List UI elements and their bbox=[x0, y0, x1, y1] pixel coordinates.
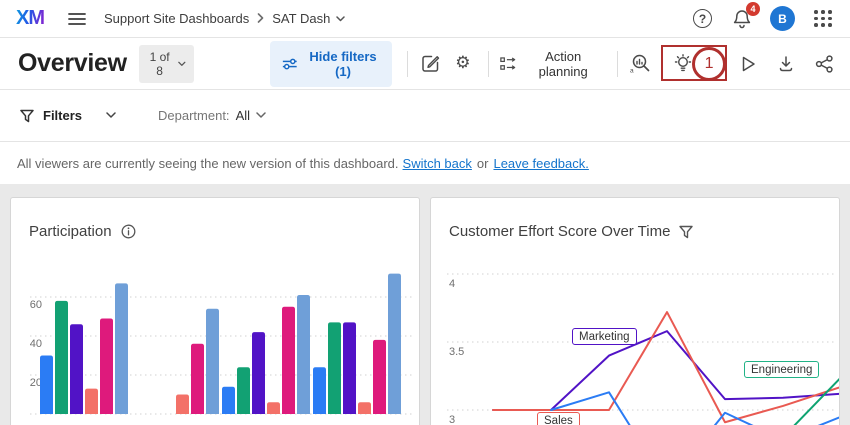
breadcrumb: Support Site Dashboards SAT Dash bbox=[104, 11, 346, 26]
download-button[interactable] bbox=[775, 53, 797, 75]
leave-feedback-link[interactable]: Leave feedback. bbox=[493, 155, 589, 171]
notifications-button[interactable]: 4 bbox=[731, 1, 760, 31]
widget-title: Participation bbox=[29, 223, 112, 240]
gear-icon: ⚙ bbox=[455, 53, 471, 73]
page-indicator-label: 1 of 8 bbox=[149, 49, 170, 78]
funnel-icon bbox=[20, 109, 34, 122]
notice-text: All viewers are currently seeing the new… bbox=[17, 155, 399, 171]
edit-pencil-icon bbox=[422, 55, 440, 72]
widget-title: Customer Effort Score Over Time bbox=[449, 223, 671, 240]
xm-logo[interactable]: XM bbox=[16, 7, 45, 29]
participation-widget[interactable]: Participation 20 40 60 bbox=[10, 197, 420, 425]
page-title: Overview bbox=[18, 49, 127, 77]
series-label-marketing: Marketing bbox=[572, 328, 637, 345]
hide-filters-button[interactable]: Hide filters (1) bbox=[270, 40, 393, 87]
divider bbox=[616, 50, 618, 77]
help-icon: ? bbox=[693, 9, 712, 28]
zoom-search-button[interactable]: a bbox=[628, 51, 653, 76]
series-label-sales: Sales bbox=[537, 412, 580, 425]
action-planning-label: Action planning bbox=[538, 48, 588, 79]
help-button[interactable]: ? bbox=[691, 7, 714, 30]
magnifier-chart-icon: a bbox=[630, 54, 650, 75]
notice-conjunction: or bbox=[476, 155, 489, 171]
page-selector[interactable]: 1 of 8 bbox=[138, 44, 195, 83]
department-filter-value: All bbox=[235, 108, 251, 123]
svg-text:3.5: 3.5 bbox=[449, 346, 464, 358]
divider bbox=[407, 50, 409, 77]
edit-dashboard-button[interactable] bbox=[419, 52, 442, 75]
settings-button[interactable]: ⚙ bbox=[453, 53, 472, 74]
chevron-down-icon bbox=[256, 112, 266, 118]
waffle-grid-icon bbox=[814, 10, 832, 27]
app-switcher-button[interactable] bbox=[812, 8, 834, 29]
annotation-step-badge: 1 bbox=[692, 46, 727, 81]
svg-text:3: 3 bbox=[449, 414, 455, 425]
avatar[interactable]: B bbox=[770, 6, 795, 31]
chevron-right-icon bbox=[257, 11, 264, 26]
bell-icon bbox=[733, 9, 751, 28]
dashboard-toolbar: Overview 1 of 8 Hide filters (1) ⚙ Actio… bbox=[0, 38, 850, 90]
top-bar: XM Support Site Dashboards SAT Dash ? 4 … bbox=[0, 0, 850, 38]
share-button[interactable] bbox=[813, 53, 836, 75]
filter-bar: Filters Department: All bbox=[0, 90, 850, 142]
insights-lightbulb-button[interactable] bbox=[670, 51, 696, 77]
svg-text:20: 20 bbox=[30, 377, 42, 389]
chevron-down-icon bbox=[336, 15, 346, 21]
chevron-down-icon bbox=[106, 112, 116, 118]
svg-text:4: 4 bbox=[449, 278, 455, 290]
action-planning-button[interactable]: Action planning bbox=[500, 49, 601, 79]
version-notice: All viewers are currently seeing the new… bbox=[0, 142, 850, 184]
breadcrumb-root[interactable]: Support Site Dashboards bbox=[104, 11, 250, 26]
play-icon bbox=[742, 56, 755, 71]
info-icon[interactable] bbox=[121, 224, 136, 239]
annotation-red-box bbox=[661, 44, 728, 81]
svg-text:40: 40 bbox=[30, 338, 42, 350]
top-right-actions: ? 4 B bbox=[691, 1, 834, 31]
chevron-down-icon bbox=[178, 61, 186, 66]
hamburger-menu-icon[interactable] bbox=[66, 10, 88, 28]
svg-text:60: 60 bbox=[30, 299, 42, 311]
divider bbox=[487, 50, 489, 77]
present-button[interactable] bbox=[737, 53, 759, 75]
department-filter[interactable]: Department: All bbox=[158, 108, 266, 123]
action-planning-icon bbox=[500, 56, 516, 70]
breadcrumb-current-label: SAT Dash bbox=[272, 11, 331, 26]
funnel-icon[interactable] bbox=[679, 225, 694, 239]
ces-over-time-widget[interactable]: Customer Effort Score Over Time 4 3.5 3 Ma… bbox=[430, 197, 840, 425]
sliders-icon bbox=[282, 58, 297, 69]
svg-text:a: a bbox=[630, 68, 634, 75]
download-icon bbox=[779, 55, 793, 71]
notification-badge: 4 bbox=[746, 1, 760, 16]
department-filter-label: Department: bbox=[158, 108, 230, 123]
breadcrumb-current[interactable]: SAT Dash bbox=[272, 11, 346, 26]
series-label-engineering: Engineering bbox=[744, 361, 820, 378]
switch-back-link[interactable]: Switch back bbox=[402, 155, 472, 171]
lightbulb-icon bbox=[675, 53, 692, 71]
hide-filters-label: Hide filters (1) bbox=[309, 48, 377, 79]
filters-label[interactable]: Filters bbox=[43, 108, 83, 123]
insights-annotation-group: 1 bbox=[661, 44, 728, 84]
dashboard-content: Participation 20 40 60 Customer Effort Sco… bbox=[0, 184, 850, 425]
share-icon bbox=[815, 54, 833, 73]
